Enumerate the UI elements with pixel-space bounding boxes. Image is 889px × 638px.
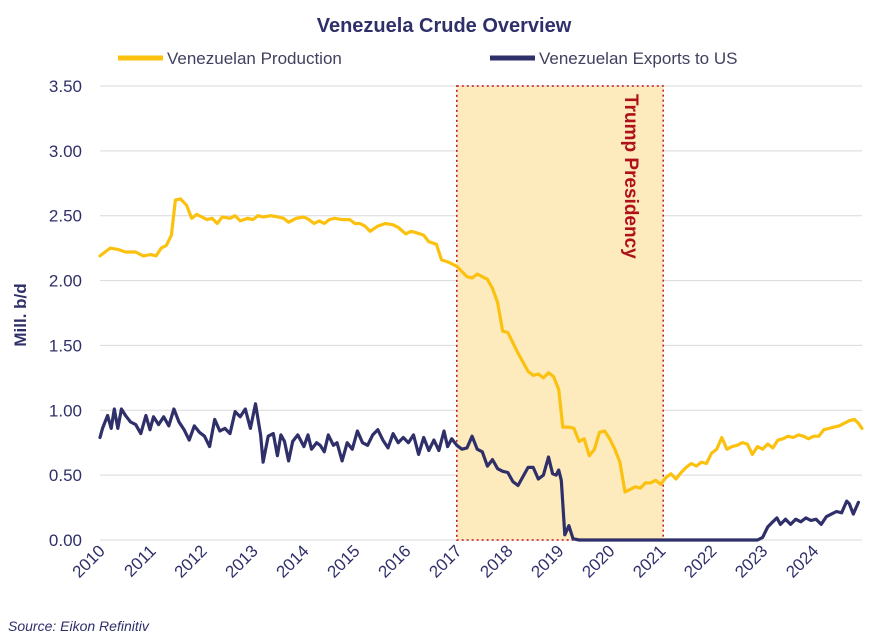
presidency-label: Trump Presidency xyxy=(620,94,641,259)
x-tick-label: 2022 xyxy=(680,541,720,581)
y-axis-label: Mill. b/d xyxy=(11,283,30,346)
y-tick-label: 2.00 xyxy=(49,272,82,291)
x-tick-label: 2023 xyxy=(731,541,771,581)
y-tick-label: 0.00 xyxy=(49,531,82,550)
legend-label-production: Venezuelan Production xyxy=(167,49,342,68)
presidency-shading xyxy=(456,85,664,541)
y-tick-label: 1.00 xyxy=(49,401,82,420)
x-tick-label: 2014 xyxy=(273,541,313,581)
x-tick-labels: 2010 2011 2012 2013 2014 2015 2016 2017 2018 2019… xyxy=(69,541,823,581)
x-tick-label: 2013 xyxy=(222,541,262,581)
x-tick-label: 2012 xyxy=(171,541,211,581)
y-tick-label: 1.50 xyxy=(49,336,82,355)
x-tick-label: 2024 xyxy=(782,541,822,581)
y-tick-label: 0.50 xyxy=(49,466,82,485)
chart-title: Venezuela Crude Overview xyxy=(317,15,572,37)
x-tick-label: 2011 xyxy=(121,541,160,580)
y-tick-label: 3.50 xyxy=(49,77,82,96)
x-tick-label: 2016 xyxy=(374,541,414,581)
y-tick-label: 2.50 xyxy=(49,207,82,226)
source-note: Source: Eikon Refinitiv xyxy=(8,618,150,634)
y-tick-labels: 0.00 0.50 1.00 1.50 2.00 2.50 3.00 3.50 xyxy=(49,77,82,550)
x-tick-label: 2020 xyxy=(578,541,618,581)
series-lines xyxy=(98,197,864,542)
series-line-production xyxy=(98,197,864,494)
legend-label-exports: Venezuelan Exports to US xyxy=(539,49,737,68)
x-tick-label: 2021 xyxy=(629,541,669,581)
y-tick-label: 3.00 xyxy=(49,142,82,161)
x-tick-label: 2019 xyxy=(527,541,567,581)
x-tick-label: 2017 xyxy=(425,541,465,581)
x-tick-label: 2018 xyxy=(476,541,516,581)
presidency-band: Trump Presidency xyxy=(456,85,664,541)
series-line-exports xyxy=(98,402,860,542)
legend: Venezuelan Production Venezuelan Exports… xyxy=(118,49,737,68)
x-tick-label: 2015 xyxy=(323,541,363,581)
